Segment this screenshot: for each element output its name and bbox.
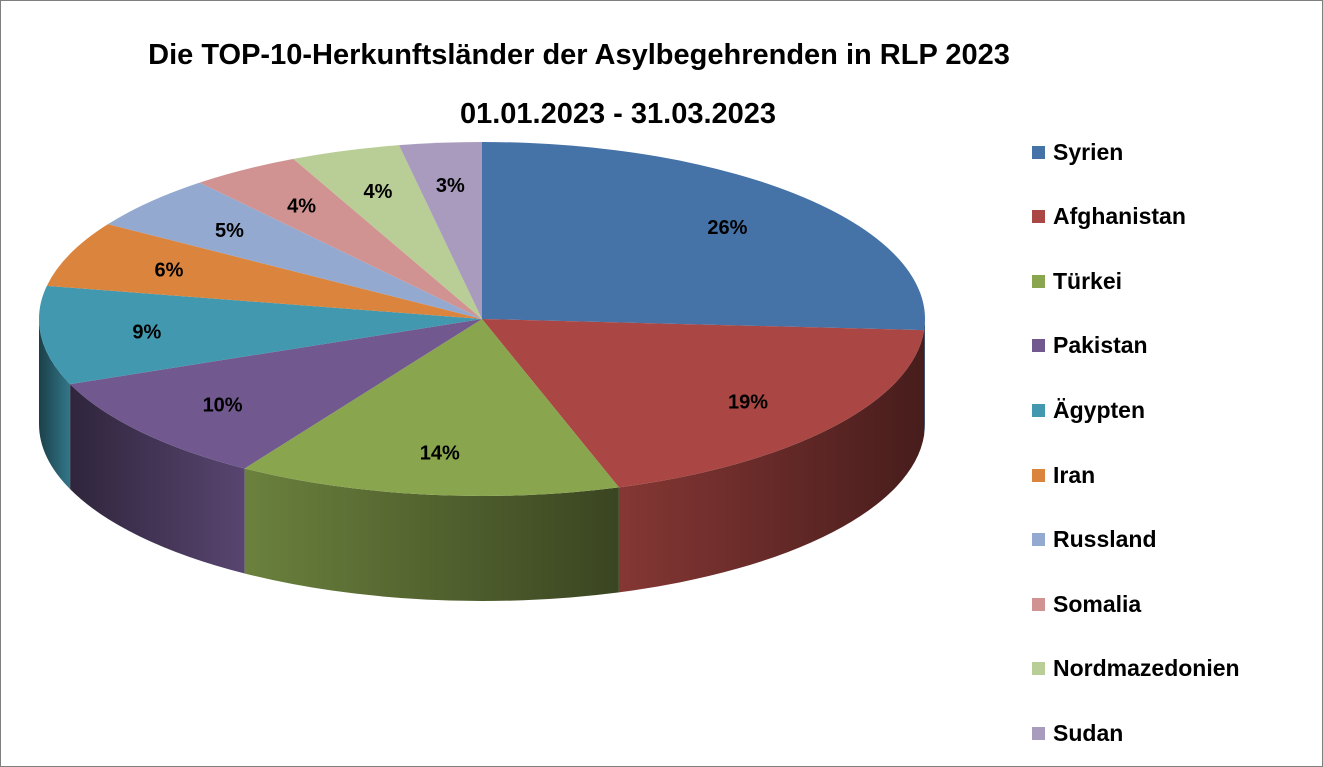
legend-item-afghanistan: Afghanistan <box>1032 202 1186 232</box>
legend-label: Nordmazedonien <box>1053 655 1240 682</box>
legend-item-ägypten: Ägypten <box>1032 395 1145 425</box>
legend-label: Sudan <box>1053 719 1124 746</box>
legend-item-pakistan: Pakistan <box>1032 331 1148 361</box>
pie-side-pakistan <box>70 384 245 574</box>
legend-label: Afghanistan <box>1053 203 1186 230</box>
legend-item-syrien: Syrien <box>1032 137 1123 167</box>
data-label-türkei: 14% <box>420 442 460 464</box>
legend-item-nordmazedonien: Nordmazedonien <box>1032 654 1240 684</box>
legend-label: Russland <box>1053 526 1157 553</box>
legend-item-somalia: Somalia <box>1032 589 1141 619</box>
legend-swatch <box>1032 662 1045 676</box>
pie-slice-ägypten <box>38 285 483 385</box>
pie-slice-iran <box>46 224 483 319</box>
pie-slice-pakistan <box>70 319 483 469</box>
chart-title: Die TOP-10-Herkunftsländer der Asylbegeh… <box>148 39 1010 71</box>
data-label-russland: 5% <box>215 220 244 242</box>
legend: Syrien Afghanistan Türkei Pakistan Ägypten Ir… <box>1032 1 1322 766</box>
pie-chart: 26% 19% 14% 10% 9% 6% 5% 4% 4% 3% <box>38 142 925 601</box>
pie-side-afghanistan <box>618 330 925 593</box>
legend-swatch <box>1032 468 1045 482</box>
pie-slice-sudan <box>398 142 482 319</box>
legend-label: Türkei <box>1053 267 1123 294</box>
data-label-pakistan: 10% <box>203 395 243 417</box>
legend-item-russland: Russland <box>1032 525 1157 555</box>
legend-label: Iran <box>1053 461 1096 488</box>
legend-swatch <box>1032 533 1045 547</box>
data-label-somalia: 4% <box>287 195 316 217</box>
legend-item-sudan: Sudan <box>1032 718 1123 748</box>
legend-swatch <box>1032 210 1045 224</box>
legend-label: Ägypten <box>1053 396 1145 423</box>
legend-item-iran: Iran <box>1032 460 1095 490</box>
data-label-sudan: 3% <box>436 175 465 197</box>
data-label-syrien: 26% <box>707 217 747 239</box>
pie-slice-russland <box>107 182 482 319</box>
pie-slice-somalia <box>199 158 483 319</box>
pie-side-syrien <box>924 319 925 436</box>
legend-swatch <box>1032 597 1045 611</box>
pie-side-ägypten <box>39 319 71 490</box>
legend-label: Somalia <box>1053 590 1142 617</box>
chart-subtitle: 01.01.2023 - 31.03.2023 <box>459 98 777 130</box>
data-label-ägypten: 9% <box>132 322 161 344</box>
legend-label: Syrien <box>1053 138 1124 165</box>
data-label-afghanistan: 19% <box>728 391 768 413</box>
data-label-nordmazedonien: 4% <box>364 181 393 203</box>
pie-slice-syrien <box>482 142 925 331</box>
legend-item-türkei: Türkei <box>1032 266 1122 296</box>
legend-swatch <box>1032 274 1045 288</box>
legend-label: Pakistan <box>1053 332 1148 359</box>
legend-swatch <box>1032 403 1045 417</box>
pie-side-türkei <box>244 468 619 601</box>
pie-slice-afghanistan <box>482 319 925 488</box>
pie-slice-türkei <box>244 319 619 496</box>
pie-slice-nordmazedonien <box>293 145 482 319</box>
legend-swatch <box>1032 145 1045 159</box>
legend-swatch <box>1032 339 1045 353</box>
data-label-iran: 6% <box>155 259 184 281</box>
legend-swatch <box>1032 726 1045 740</box>
